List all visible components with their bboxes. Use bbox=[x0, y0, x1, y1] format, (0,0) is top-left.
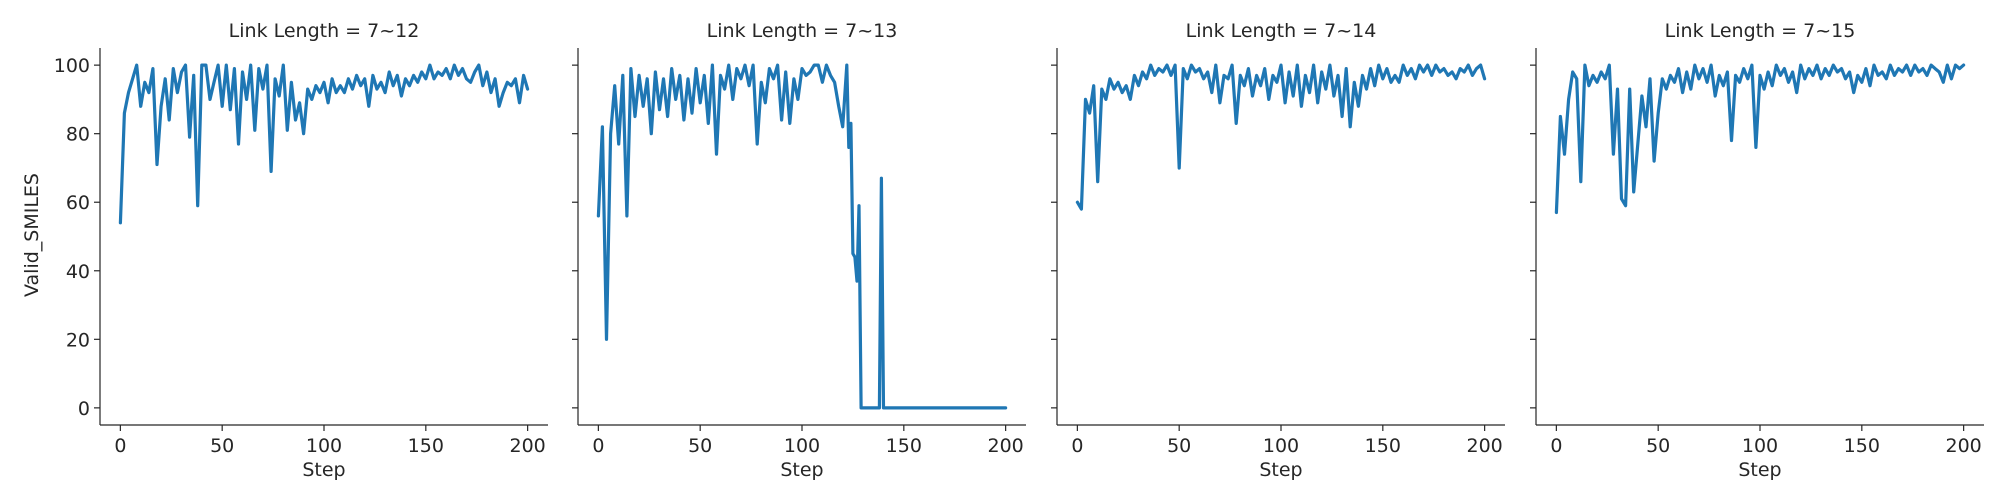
x-tick-label: 150 bbox=[408, 435, 444, 457]
x-tick-label: 200 bbox=[1946, 435, 1982, 457]
x-tick-label: 200 bbox=[1467, 435, 1503, 457]
panels-layer: Link Length = 7~12 0 20 40 60 80 100 0 50 100 150 2… bbox=[54, 20, 1984, 481]
y-axis-title: Valid_SMILES bbox=[21, 173, 43, 297]
y-tick-label: 0 bbox=[78, 398, 90, 420]
x-tick-label: 100 bbox=[1742, 435, 1778, 457]
x-tick-label: 50 bbox=[1646, 435, 1670, 457]
y-tick-label: 40 bbox=[66, 261, 90, 283]
y-tick-label: 60 bbox=[66, 192, 90, 214]
x-axis-title: Step bbox=[780, 459, 823, 481]
series-line bbox=[1075, 63, 1487, 211]
x-tick-label: 150 bbox=[886, 435, 922, 457]
x-tick-label: 200 bbox=[510, 435, 546, 457]
y-tick-label: 20 bbox=[66, 329, 90, 351]
x-tick-label: 150 bbox=[1844, 435, 1880, 457]
y-tick-label: 100 bbox=[54, 55, 90, 77]
x-tick-label: 0 bbox=[1550, 435, 1562, 457]
x-tick-label: 0 bbox=[1071, 435, 1083, 457]
x-tick-label: 100 bbox=[784, 435, 820, 457]
x-tick-label: 200 bbox=[988, 435, 1024, 457]
x-tick-label: 100 bbox=[1263, 435, 1299, 457]
panel-title: Link Length = 7~13 bbox=[707, 20, 898, 42]
panel-title: Link Length = 7~15 bbox=[1665, 20, 1856, 42]
panel-title: Link Length = 7~12 bbox=[229, 20, 420, 42]
x-tick-label: 0 bbox=[592, 435, 604, 457]
series-line bbox=[596, 63, 1008, 410]
x-axis-title: Step bbox=[302, 459, 345, 481]
x-tick-label: 150 bbox=[1365, 435, 1401, 457]
x-axis-title: Step bbox=[1738, 459, 1781, 481]
x-tick-label: 50 bbox=[688, 435, 712, 457]
panel-2: Link Length = 7~13 0 50 100 150 200 Step bbox=[572, 20, 1026, 481]
x-tick-label: 100 bbox=[306, 435, 342, 457]
x-axis-title: Step bbox=[1259, 459, 1302, 481]
panel-1: Link Length = 7~12 0 20 40 60 80 100 0 50 100 150 2… bbox=[54, 20, 548, 481]
series-line bbox=[1554, 63, 1966, 215]
series-line bbox=[118, 63, 530, 225]
panel-4: Link Length = 7~15 0 50 100 150 200 Step bbox=[1530, 20, 1984, 481]
x-tick-label: 0 bbox=[114, 435, 126, 457]
panel-title: Link Length = 7~14 bbox=[1186, 20, 1377, 42]
x-tick-label: 50 bbox=[1167, 435, 1191, 457]
y-tick-label: 80 bbox=[66, 124, 90, 146]
x-tick-label: 50 bbox=[210, 435, 234, 457]
panel-3: Link Length = 7~14 0 50 100 150 200 Step bbox=[1051, 20, 1505, 481]
